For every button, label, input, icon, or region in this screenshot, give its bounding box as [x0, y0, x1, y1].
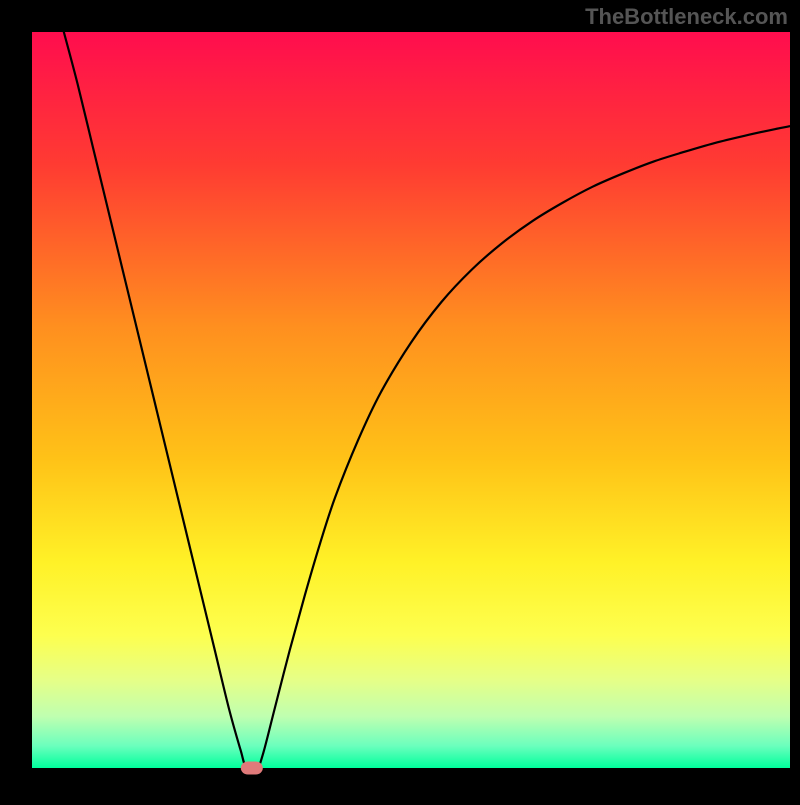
chart-svg — [0, 0, 800, 800]
minimum-marker — [241, 762, 263, 775]
watermark-text: TheBottleneck.com — [585, 4, 788, 30]
chart-container: TheBottleneck.com — [0, 0, 800, 800]
chart-background — [32, 32, 790, 768]
